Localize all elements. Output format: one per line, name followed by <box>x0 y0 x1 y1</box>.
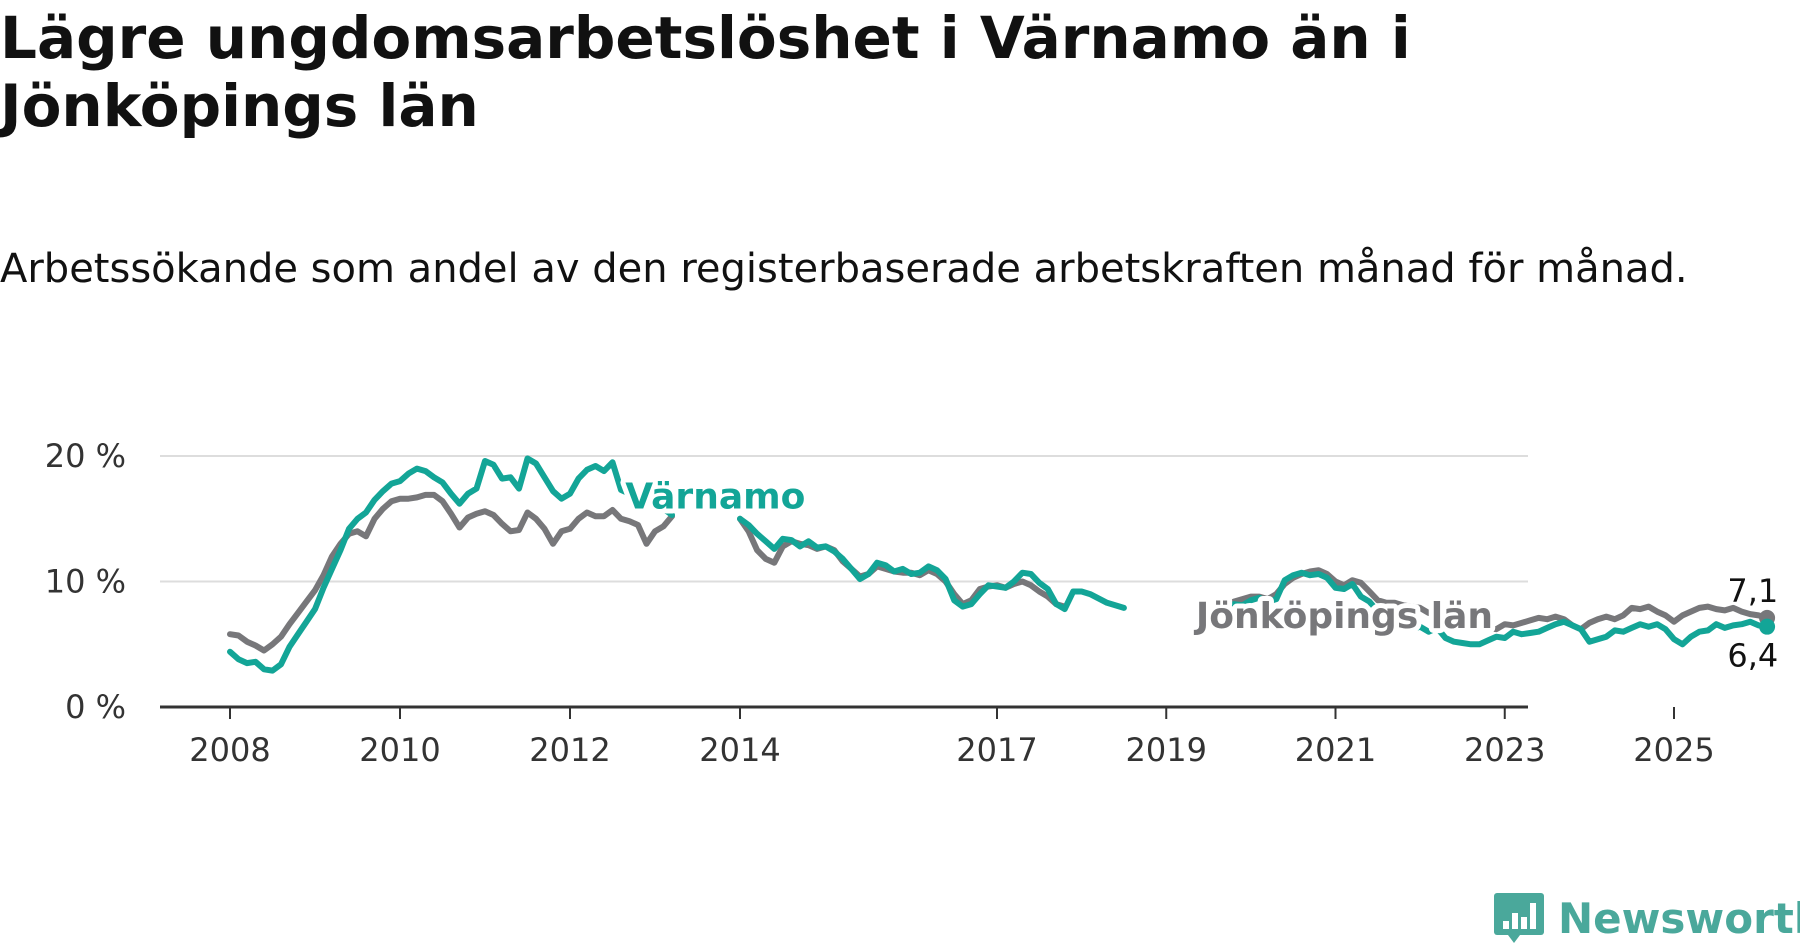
newsworthy-logo-icon <box>1494 893 1544 943</box>
varnamo-end-label: 6,4 % <box>1727 637 1780 675</box>
grid-lines <box>160 455 1528 583</box>
varnamo-line <box>737 515 1127 613</box>
varnamo-line <box>227 455 675 674</box>
x-tick-label: 2014 <box>699 731 780 769</box>
varnamo-series-label: Värnamo <box>625 477 805 518</box>
x-tick-label: 2019 <box>1126 731 1207 769</box>
x-tick-label: 2012 <box>529 731 610 769</box>
y-tick-label: 20 % <box>45 437 126 475</box>
jonkoping-end-label: 7,1 % <box>1727 572 1780 610</box>
brand-name: Newsworthy <box>1558 893 1800 943</box>
y-tick-label: 0 % <box>65 688 126 726</box>
jonkoping-series-label: Jönköpings län <box>1193 596 1493 637</box>
x-tick-label: 2023 <box>1464 731 1545 769</box>
varnamo-line <box>1230 569 1771 648</box>
varnamo-end-dot <box>1759 618 1776 635</box>
chart-title: Lägre ungdomsarbetslöshet i Värnamo än i… <box>0 4 1411 140</box>
chart-subtitle: Arbetssökande som andel av den registerb… <box>0 246 1688 292</box>
x-tick-label: 2021 <box>1295 731 1376 769</box>
x-axis: 2008 2010 2012 2014 2017 2019 2021 2023 2025 <box>160 705 1715 769</box>
x-tick-label: 2017 <box>956 731 1037 769</box>
line-chart: 0 % 10 % 20 % 2008 2010 2012 2014 2017 2019 2021… <box>45 437 1780 769</box>
x-tick-label: 2010 <box>359 731 440 769</box>
y-tick-label: 10 % <box>45 563 126 601</box>
y-axis: 0 % 10 % 20 % <box>45 437 126 726</box>
x-tick-label: 2025 <box>1633 731 1714 769</box>
x-tick-label: 2008 <box>189 731 270 769</box>
jonkoping-line <box>737 515 1068 610</box>
jonkoping-line <box>227 491 675 654</box>
jonkoping-line <box>1230 567 1771 633</box>
series-labels: Värnamo 6,4 % Jönköpings län 7,1 % <box>620 472 1780 675</box>
series-lines <box>227 455 1776 674</box>
brand-logo: Newsworthy <box>1494 886 1800 950</box>
